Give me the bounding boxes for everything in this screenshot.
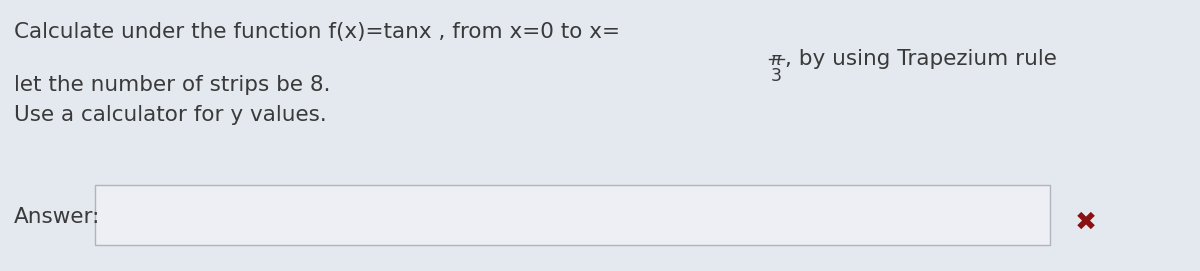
Text: $\pi$: $\pi$ <box>770 51 782 69</box>
Text: , by using Trapezium rule: , by using Trapezium rule <box>785 50 1056 69</box>
Text: Calculate under the function f(x)=tanx , from x=0 to x=: Calculate under the function f(x)=tanx ,… <box>14 22 620 42</box>
Text: let the number of strips be 8.: let the number of strips be 8. <box>14 75 330 95</box>
Text: ✖: ✖ <box>1075 210 1097 236</box>
FancyBboxPatch shape <box>95 185 1050 245</box>
Text: 3: 3 <box>770 67 781 85</box>
Text: Answer:: Answer: <box>14 207 101 227</box>
Text: Use a calculator for y values.: Use a calculator for y values. <box>14 105 326 125</box>
